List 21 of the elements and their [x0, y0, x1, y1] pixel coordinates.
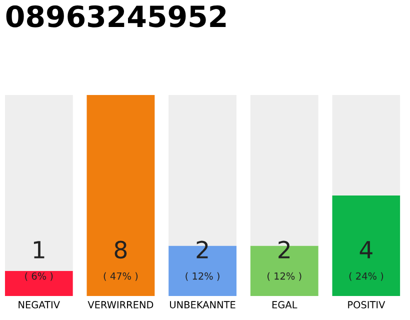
data-label: 2: [278, 240, 290, 258]
annotation: ( 24% ): [349, 272, 384, 281]
annotation: ( 6% ): [25, 272, 53, 281]
x-tick-label: VERWIRREND: [88, 301, 154, 308]
bar: [4, 270, 73, 296]
annotation: ( 47% ): [104, 272, 138, 281]
annotation: ( 12% ): [268, 272, 302, 281]
data-label: 1: [34, 241, 44, 258]
data-label: 4: [360, 241, 372, 258]
chart-title: 08963245952: [6, 5, 226, 28]
data-label: 8: [114, 240, 127, 259]
bar: [86, 95, 155, 296]
x-tick-label: UNBEKANNTE: [170, 301, 236, 308]
annotation: ( 12% ): [186, 272, 220, 281]
bar: [332, 95, 400, 196]
data-label: 2: [196, 240, 208, 258]
x-tick-label: NEGATIV: [18, 301, 60, 308]
bar: [332, 196, 400, 296]
x-tick-label: EGAL: [272, 301, 298, 308]
bar: [4, 95, 73, 271]
x-tick-label: POSITIV: [348, 301, 386, 308]
